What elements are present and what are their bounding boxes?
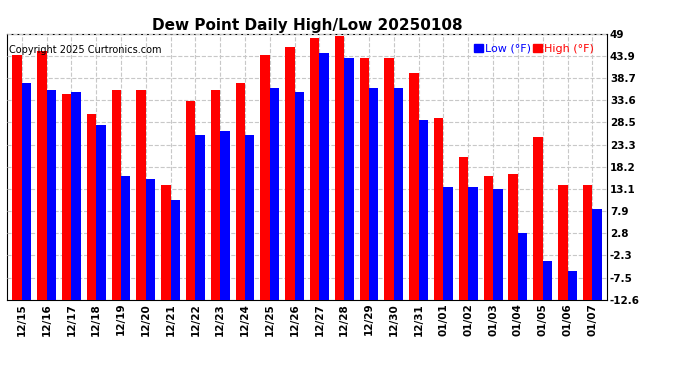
Bar: [220, 131, 230, 300]
Bar: [186, 101, 195, 300]
Bar: [484, 176, 493, 300]
Bar: [285, 47, 295, 300]
Bar: [394, 88, 403, 300]
Bar: [112, 90, 121, 300]
Bar: [195, 135, 205, 300]
Bar: [137, 90, 146, 300]
Bar: [260, 56, 270, 300]
Bar: [344, 57, 354, 300]
Bar: [384, 57, 394, 300]
Bar: [509, 174, 518, 300]
Bar: [170, 200, 180, 300]
Bar: [245, 135, 255, 300]
Bar: [295, 92, 304, 300]
Legend: Low (°F), High (°F): Low (°F), High (°F): [469, 39, 599, 58]
Bar: [121, 176, 130, 300]
Bar: [37, 51, 47, 300]
Bar: [161, 185, 170, 300]
Bar: [47, 90, 56, 300]
Bar: [146, 178, 155, 300]
Bar: [235, 84, 245, 300]
Bar: [409, 73, 419, 300]
Bar: [567, 272, 577, 300]
Bar: [583, 185, 592, 300]
Bar: [434, 118, 444, 300]
Bar: [369, 88, 379, 300]
Bar: [469, 187, 477, 300]
Bar: [270, 88, 279, 300]
Bar: [12, 56, 22, 300]
Bar: [533, 138, 543, 300]
Bar: [87, 114, 96, 300]
Bar: [592, 209, 602, 300]
Bar: [518, 232, 527, 300]
Title: Dew Point Daily High/Low 20250108: Dew Point Daily High/Low 20250108: [152, 18, 462, 33]
Bar: [419, 120, 428, 300]
Bar: [335, 36, 344, 300]
Bar: [444, 187, 453, 300]
Bar: [310, 38, 319, 300]
Text: Copyright 2025 Curtronics.com: Copyright 2025 Curtronics.com: [10, 45, 162, 54]
Bar: [493, 189, 502, 300]
Bar: [211, 90, 220, 300]
Bar: [319, 53, 329, 300]
Bar: [96, 124, 106, 300]
Bar: [359, 57, 369, 300]
Bar: [62, 94, 71, 300]
Bar: [558, 185, 567, 300]
Bar: [71, 92, 81, 300]
Bar: [543, 261, 552, 300]
Bar: [22, 84, 31, 300]
Bar: [459, 157, 469, 300]
